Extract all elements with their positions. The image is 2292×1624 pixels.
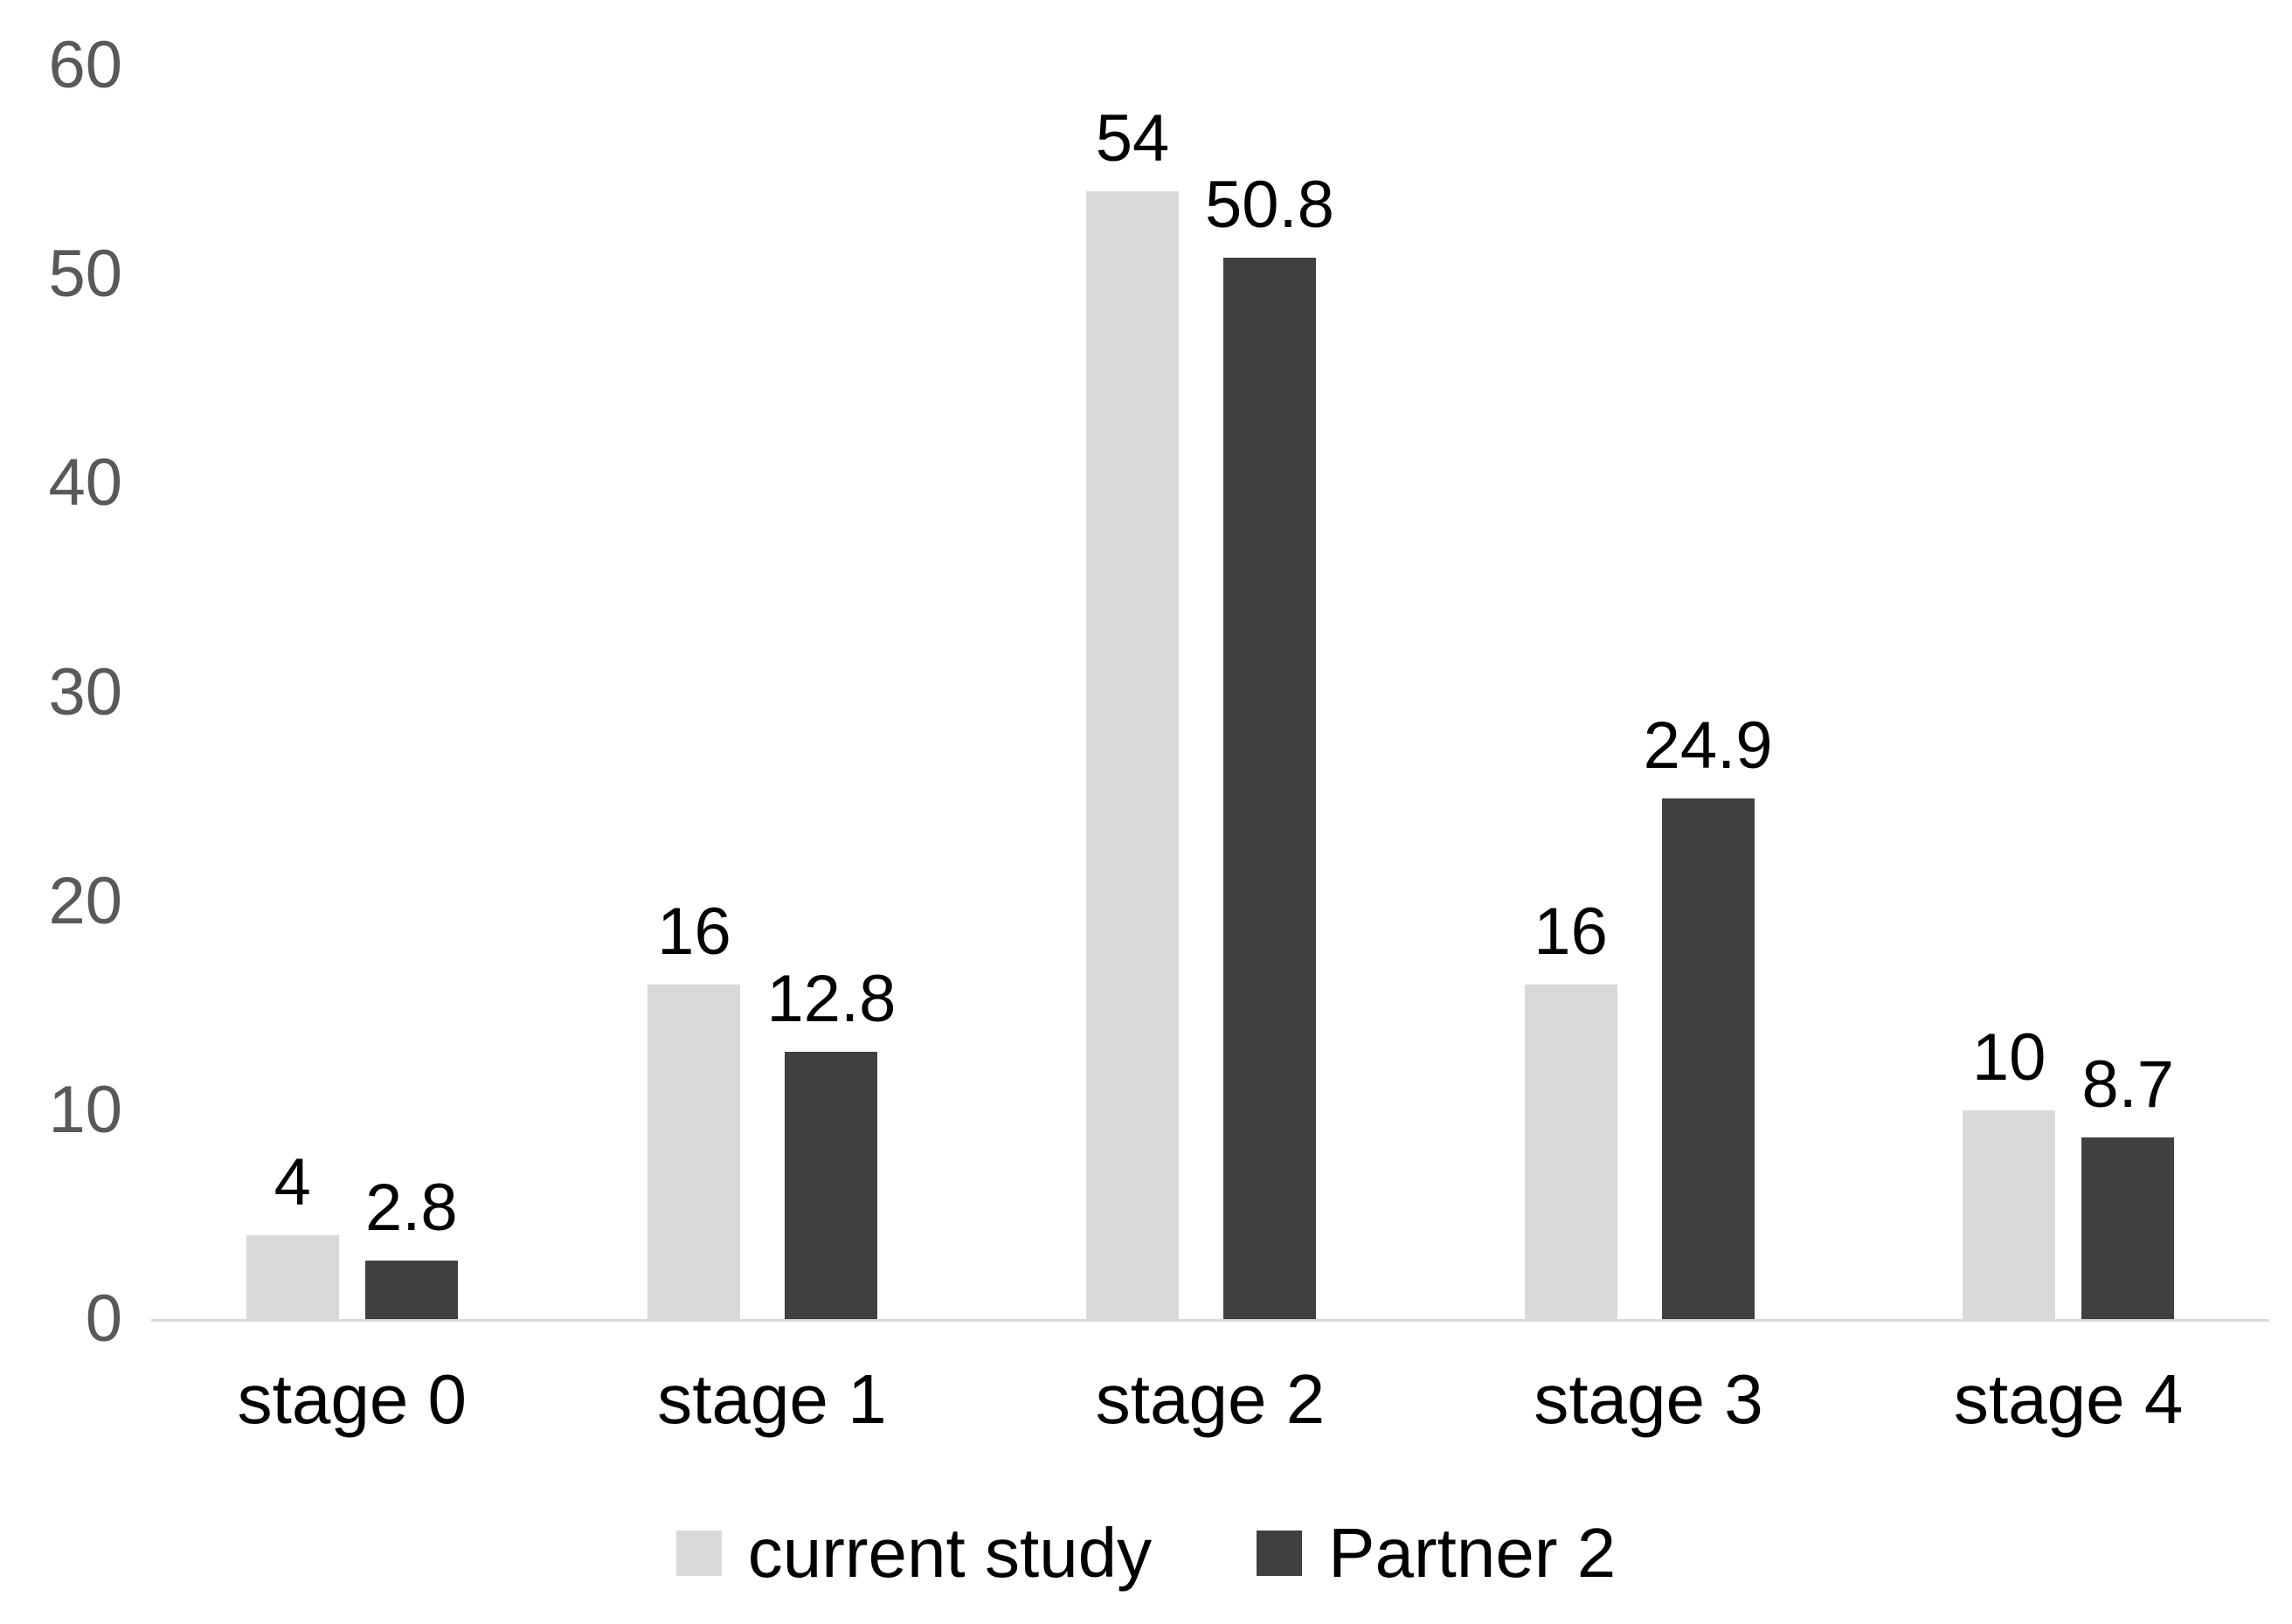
bar-wrap: 8.7 (2081, 1047, 2175, 1319)
bar-group: 4 2.8 stage 0 (238, 1150, 467, 1434)
legend-label: Partner 2 (1328, 1514, 1617, 1592)
bar-current-study (647, 985, 741, 1319)
legend-label: current study (747, 1514, 1153, 1592)
y-axis-tick-label: 0 (85, 1282, 122, 1356)
x-axis-category-label: stage 2 (1095, 1360, 1326, 1438)
bar-value-label: 12.8 (766, 961, 897, 1036)
y-axis-tick-label: 10 (48, 1072, 122, 1147)
x-axis-category-label: stage 3 (1534, 1360, 1763, 1438)
bar-value-label: 16 (657, 895, 731, 970)
bar-current-study (246, 1235, 339, 1319)
x-axis-category-label: stage 1 (657, 1360, 887, 1438)
bar-current-study (1086, 190, 1180, 1319)
bar-value-label: 2.8 (364, 1171, 458, 1246)
bar-pair: 10 8.7 (1963, 1019, 2175, 1319)
bar-current-study (1524, 985, 1617, 1319)
bar-partner-2 (1222, 258, 1316, 1319)
bar-wrap: 16 (1524, 895, 1617, 1319)
legend-swatch-icon (675, 1531, 722, 1576)
bar-value-label: 4 (274, 1145, 311, 1220)
bar-pair: 4 2.8 (246, 1150, 458, 1319)
bar-partner-2 (1661, 798, 1755, 1319)
bar-wrap: 10 (1963, 1019, 2056, 1319)
bar-value-label: 8.7 (2081, 1047, 2174, 1122)
bar-partner-2 (785, 1051, 878, 1319)
bar-wrap: 4 (246, 1150, 339, 1319)
y-axis-tick-label: 40 (48, 446, 122, 521)
plot-area: 4 2.8 stage 0 16 12.8 stage 1 54 50.8 stage 2 16 2… (151, 66, 2269, 1434)
y-axis-tick-label: 50 (48, 237, 122, 312)
bar-current-study (1963, 1109, 2056, 1319)
legend-swatch-icon (1257, 1531, 1303, 1576)
legend-item: Partner 2 (1257, 1518, 1616, 1588)
y-axis-tick-label: 20 (48, 863, 122, 938)
bar-group: 10 8.7 stage 4 (1954, 1019, 2183, 1434)
legend-item: current study (675, 1514, 1153, 1592)
bar-wrap: 2.8 (364, 1171, 458, 1319)
bar-wrap: 50.8 (1205, 172, 1334, 1319)
bar-wrap: 12.8 (766, 961, 897, 1319)
bar-wrap: 16 (647, 895, 741, 1319)
bar-group: 16 24.9 stage 3 (1524, 713, 1773, 1434)
legend: current study Partner 2 (0, 1518, 2292, 1588)
y-axis-tick-label: 30 (48, 654, 122, 729)
bar-value-label: 50.8 (1205, 168, 1334, 243)
bar-partner-2 (2081, 1137, 2175, 1319)
bar-wrap: 24.9 (1644, 713, 1773, 1319)
bar-value-label: 54 (1095, 100, 1170, 176)
y-axis-tick-label: 60 (48, 28, 122, 102)
bar-pair: 16 12.8 (647, 899, 896, 1319)
bar-group: 54 50.8 stage 2 (1086, 100, 1334, 1434)
bar-pair: 54 50.8 (1086, 100, 1334, 1319)
bar-value-label: 16 (1534, 895, 1608, 970)
x-axis-category-label: stage 4 (1953, 1360, 2184, 1438)
bar-wrap: 54 (1086, 100, 1180, 1319)
x-axis-category-label: stage 0 (237, 1360, 467, 1438)
bar-group: 16 12.8 stage 1 (647, 899, 896, 1434)
bar-value-label: 10 (1971, 1019, 2046, 1095)
bar-value-label: 24.9 (1643, 708, 1773, 784)
bar-partner-2 (364, 1261, 458, 1319)
bar-pair: 16 24.9 (1524, 713, 1773, 1319)
y-axis: 0 10 20 30 40 50 60 (0, 32, 122, 1352)
